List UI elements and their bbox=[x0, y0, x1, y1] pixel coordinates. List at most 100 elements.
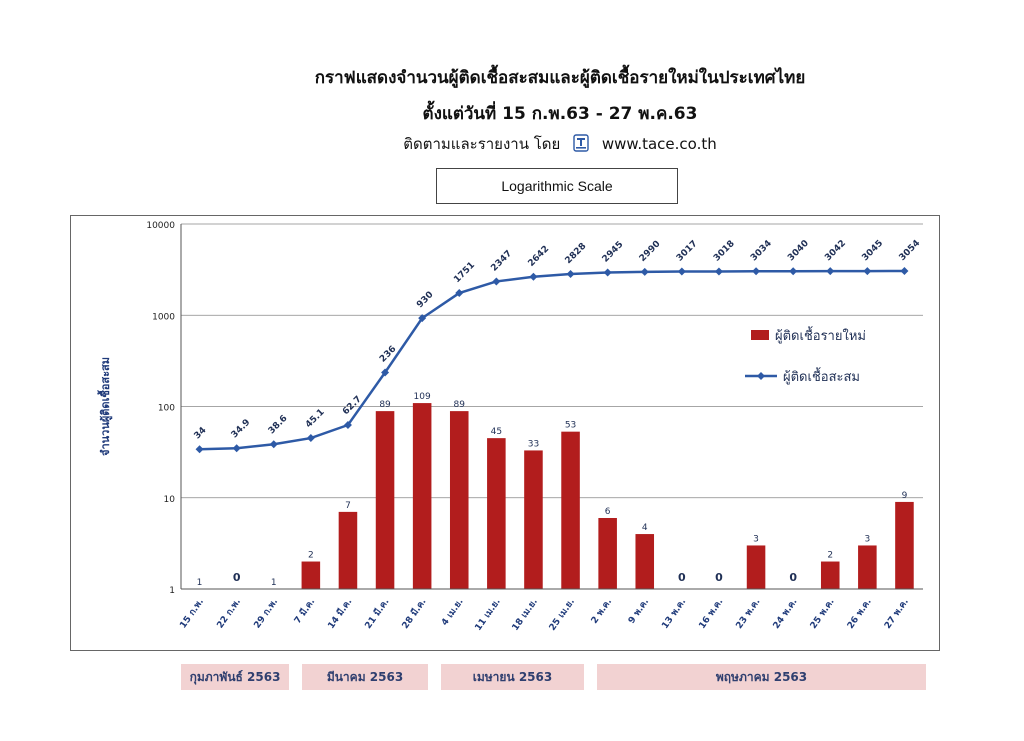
bar-value-label: 7 bbox=[345, 501, 351, 511]
bar-value-label: 89 bbox=[379, 400, 391, 410]
bar-value-label: 6 bbox=[605, 507, 611, 517]
line-value-label: 3018 bbox=[712, 239, 737, 264]
line-point bbox=[455, 289, 464, 298]
legend-label-new-cases: ผู้ติดเชื้อรายใหม่ bbox=[775, 326, 866, 344]
x-tick-label: 21 มี.ค. bbox=[363, 596, 392, 631]
line-point bbox=[640, 267, 649, 276]
x-tick-label: 4 เม.ย. bbox=[440, 597, 466, 628]
x-tick-label: 11 เม.ย. bbox=[474, 597, 503, 633]
line-value-label: 3040 bbox=[786, 239, 811, 264]
line-point bbox=[195, 445, 204, 454]
x-tick-label: 25 เม.ย. bbox=[548, 597, 577, 633]
bar-value-label: 0 bbox=[678, 571, 686, 584]
chart-subtitle: ตั้งแต่วันที่ 15 ก.พ.63 - 27 พ.ค.63 bbox=[422, 104, 698, 124]
bar-value-label: 0 bbox=[789, 571, 797, 584]
month-label: กุมภาพันธ์ 2563 bbox=[189, 669, 281, 684]
month-band-may: พฤษภาคม 2563 bbox=[597, 664, 926, 690]
line-value-label: 34.9 bbox=[230, 418, 253, 441]
line-point bbox=[381, 368, 390, 377]
x-tick-label: 2 พ.ค. bbox=[590, 597, 614, 626]
line-value-label: 2828 bbox=[564, 241, 589, 266]
x-tick-label: 26 พ.ค. bbox=[846, 597, 874, 631]
line-point bbox=[826, 267, 835, 276]
bar-value-label: 0 bbox=[715, 571, 723, 584]
x-tick-label: 7 มี.ค. bbox=[292, 596, 317, 625]
credit-url[interactable]: www.tace.co.th bbox=[601, 135, 717, 153]
legend-marker-cumulative bbox=[757, 372, 765, 380]
line-point bbox=[714, 267, 723, 276]
scale-label: Logarithmic Scale bbox=[501, 178, 613, 194]
bar bbox=[487, 438, 506, 589]
y-tick-label: 100 bbox=[158, 404, 175, 414]
x-tick-label: 27 พ.ค. bbox=[883, 597, 911, 631]
bar bbox=[598, 517, 617, 589]
x-tick-label: 16 พ.ค. bbox=[697, 597, 725, 631]
bar-value-label: 45 bbox=[491, 427, 502, 437]
bar-value-label: 1 bbox=[197, 578, 203, 588]
bar bbox=[895, 501, 914, 589]
month-band-mar: มีนาคม 2563 bbox=[302, 664, 428, 690]
x-tick-label: 28 มี.ค. bbox=[400, 596, 429, 631]
line-point bbox=[306, 434, 315, 443]
bar-value-label: 2 bbox=[308, 551, 314, 561]
line-value-label: 2990 bbox=[638, 239, 663, 264]
credit-line: ติดตามและรายงาน โดย www.tace.co.th bbox=[200, 132, 920, 156]
tace-logo-icon bbox=[573, 134, 589, 152]
bar bbox=[746, 545, 766, 589]
x-tick-label: 22 ก.พ. bbox=[215, 597, 243, 630]
chart-frame: 1 10 100 1000 10000 จำนวนผู้ติดเชื้อสะสม 1 0 1 2 7… bbox=[70, 215, 940, 651]
month-label: พฤษภาคม 2563 bbox=[715, 669, 808, 684]
line-value-label: 3045 bbox=[860, 238, 885, 263]
y-tick-label: 1000 bbox=[152, 312, 175, 322]
line-point bbox=[789, 267, 798, 276]
line-value-label: 1751 bbox=[452, 260, 477, 285]
line-value-label: 2347 bbox=[489, 249, 514, 274]
bar bbox=[858, 545, 877, 589]
line-value-label: 34 bbox=[193, 425, 209, 441]
bar-value-label: 1 bbox=[271, 578, 277, 588]
bar bbox=[524, 450, 543, 589]
y-tick-label: 10000 bbox=[146, 221, 175, 231]
month-band-feb: กุมภาพันธ์ 2563 bbox=[181, 664, 289, 690]
line-value-label: 2642 bbox=[527, 244, 552, 269]
line-value-label: 3034 bbox=[749, 239, 774, 264]
line-point bbox=[492, 277, 501, 286]
line-point bbox=[677, 267, 686, 276]
x-tick-label: 24 พ.ค. bbox=[772, 597, 800, 631]
line-value-label: 45.1 bbox=[304, 407, 327, 430]
line-value-label: 38.6 bbox=[267, 414, 290, 437]
line-point bbox=[269, 440, 278, 449]
y-tick-label: 1 bbox=[169, 586, 175, 596]
bar bbox=[561, 431, 580, 589]
x-tick-label: 18 เม.ย. bbox=[511, 597, 540, 633]
line-point bbox=[232, 444, 241, 453]
legend-label-cumulative: ผู้ติดเชื้อสะสม bbox=[783, 367, 860, 385]
line-value-label: 3017 bbox=[675, 239, 700, 264]
bar-value-label: 53 bbox=[565, 421, 576, 431]
line-value-label: 236 bbox=[378, 344, 398, 364]
x-tick-label: 15 ก.พ. bbox=[178, 597, 206, 630]
line-point bbox=[343, 420, 352, 429]
line-point bbox=[900, 267, 909, 276]
bar-value-label: 3 bbox=[753, 534, 759, 544]
y-tick-label: 10 bbox=[164, 495, 176, 505]
line-value-label: 2945 bbox=[601, 240, 626, 265]
bar-value-label: 2 bbox=[827, 551, 833, 561]
month-label: มีนาคม 2563 bbox=[326, 669, 404, 684]
x-tick-label: 29 ก.พ. bbox=[253, 597, 281, 630]
x-tick-label: 13 พ.ค. bbox=[660, 597, 688, 631]
line-point bbox=[603, 268, 612, 277]
chart-title: กราฟแสดงจำนวนผู้ติดเชื้อสะสมและผู้ติดเชื… bbox=[314, 68, 806, 88]
bar-value-label: 3 bbox=[864, 534, 870, 544]
x-tick-label: 14 มี.ค. bbox=[326, 596, 355, 631]
bar bbox=[820, 561, 840, 589]
line-value-label: 3054 bbox=[898, 238, 923, 263]
x-tick-label: 23 พ.ค. bbox=[735, 597, 763, 631]
line-point bbox=[752, 267, 761, 276]
line-point bbox=[863, 267, 872, 276]
scale-label-box: Logarithmic Scale bbox=[436, 168, 678, 204]
y-axis-title: จำนวนผู้ติดเชื้อสะสม bbox=[97, 357, 113, 456]
x-tick-label: 25 พ.ค. bbox=[809, 597, 837, 631]
bar bbox=[412, 403, 432, 589]
